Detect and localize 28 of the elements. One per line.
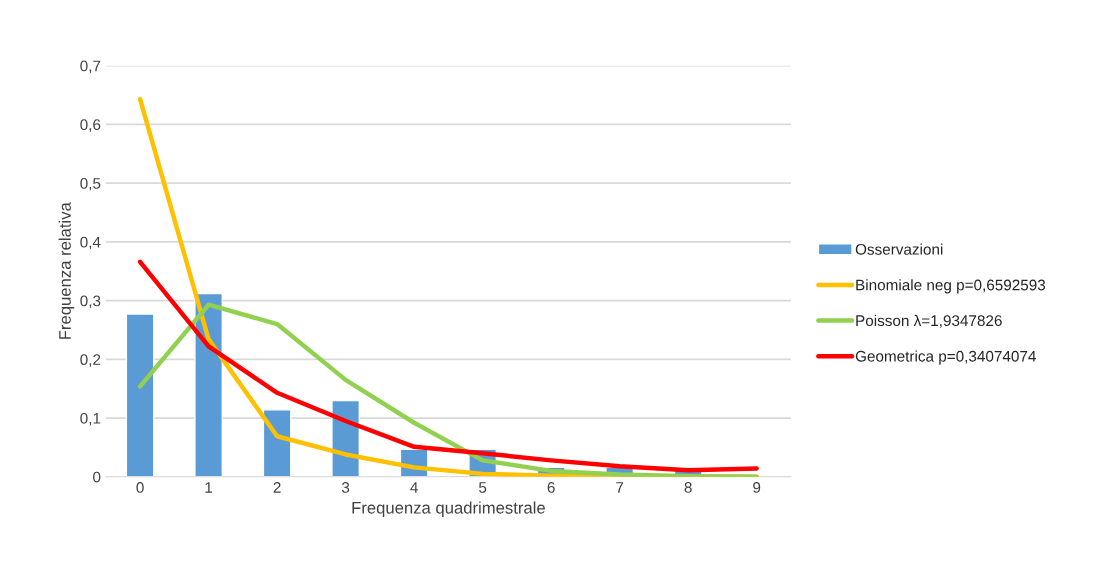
y-tick-label: 0,1: [80, 412, 101, 426]
legend-label: Poisson λ=1,9347826: [856, 314, 1002, 328]
y-tick-label: 0,5: [80, 178, 101, 191]
bar: [125, 313, 155, 477]
x-tick-label: 8: [684, 482, 692, 493]
x-axis-title: Frequenza quadrimestrale: [352, 501, 545, 517]
legend-label: Geometrica p=0,34074074: [855, 350, 1036, 365]
y-tick-label: 0,7: [80, 60, 101, 74]
y-tick-label: 0: [93, 471, 101, 483]
x-tick-label: 0: [136, 482, 144, 493]
legend-label: Binomiale neg p=0,6592593: [856, 279, 1046, 294]
line-series: [137, 302, 759, 477]
y-axis-title: Frequenza relativa: [58, 202, 75, 339]
x-tick-label: 7: [616, 482, 624, 493]
x-tick-label: 6: [547, 482, 555, 493]
line-series: [137, 259, 759, 473]
y-tick-label: 0,6: [80, 119, 101, 132]
bar: [262, 409, 292, 477]
x-tick-label: 2: [273, 482, 281, 493]
x-tick-label: 3: [341, 482, 350, 493]
x-tick-label: 1: [205, 482, 213, 493]
x-tick-label: 9: [753, 482, 761, 493]
legend-label: Osservazioni: [855, 243, 943, 255]
x-tick-label: 4: [410, 482, 418, 493]
y-tick-label: 0,2: [80, 354, 101, 367]
y-tick-label: 0,4: [80, 236, 101, 250]
x-tick-label: 5: [479, 482, 487, 493]
y-tick-label: 0,3: [80, 295, 101, 309]
